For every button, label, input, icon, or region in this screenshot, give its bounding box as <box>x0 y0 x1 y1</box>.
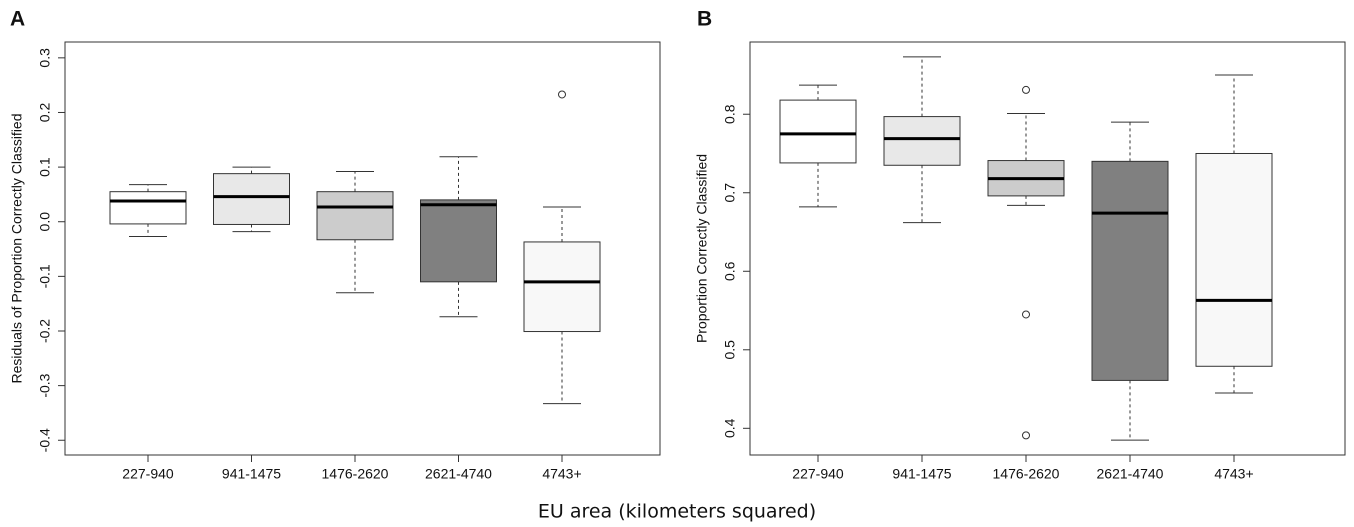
x-tick-label: 2621-4740 <box>1097 466 1164 482</box>
y-tick-label: 0.0 <box>37 212 53 232</box>
x-tick-label: 1476-2620 <box>993 466 1060 482</box>
box <box>1195 152 1273 367</box>
y-tick-label: -0.2 <box>37 319 53 343</box>
plot-frame <box>749 41 1346 456</box>
y-tick-label: -0.3 <box>37 373 53 397</box>
box <box>420 199 497 283</box>
y-tick-label: 0.4 <box>722 418 738 438</box>
x-tick-label: 941-1475 <box>892 466 951 482</box>
y-tick-label: 0.6 <box>722 261 738 281</box>
outlier <box>1022 431 1030 440</box>
box <box>523 241 601 333</box>
y-tick-label: 0.5 <box>722 340 738 360</box>
x-tick-label: 227-940 <box>792 466 844 482</box>
y-tick-label: 0.2 <box>37 103 53 123</box>
box <box>779 99 857 164</box>
y-tick-label: -0.1 <box>37 264 53 288</box>
outlier <box>1022 310 1030 319</box>
x-tick-label: 1476-2620 <box>322 466 389 482</box>
x-tick-label: 2621-4740 <box>425 466 492 482</box>
box <box>109 191 187 225</box>
y-tick-label: 0.7 <box>722 183 738 203</box>
y-tick-label: 0.3 <box>37 48 53 68</box>
y-axis-label: Residuals of Proportion Correctly Classi… <box>9 114 25 384</box>
box <box>213 173 290 225</box>
box <box>1091 160 1169 381</box>
y-tick-label: 0.8 <box>722 104 738 124</box>
outlier <box>1022 85 1030 94</box>
x-tick-label: 4743+ <box>1214 466 1253 482</box>
x-tick-label: 4743+ <box>542 466 581 482</box>
y-axis-label: Proportion Correctly Classified <box>694 154 710 343</box>
y-tick-label: -0.4 <box>37 428 53 452</box>
x-tick-label: 227-940 <box>122 466 174 482</box>
panel-label: B <box>697 8 712 31</box>
box <box>883 116 961 166</box>
x-tick-label: 941-1475 <box>222 466 281 482</box>
y-tick-label: 0.1 <box>37 157 53 177</box>
plot-frame <box>64 41 661 456</box>
outlier <box>558 90 566 99</box>
box <box>316 191 394 241</box>
panel-label: A <box>10 8 25 31</box>
x-axis-label: EU area (kilometers squared) <box>538 501 816 523</box>
